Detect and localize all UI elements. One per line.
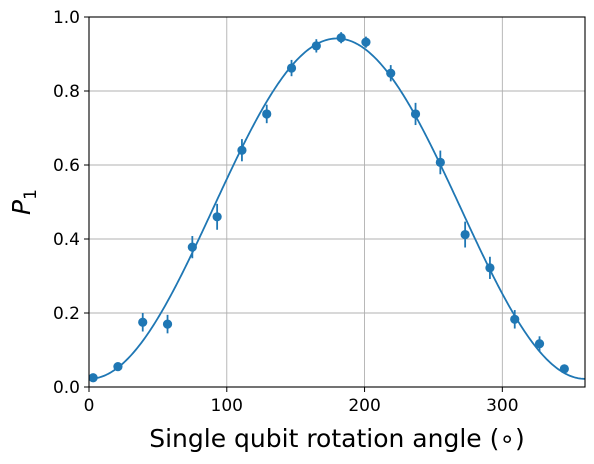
x-tick-label: 100 [211,396,243,416]
data-point [361,37,371,47]
fit-curve [89,37,585,380]
data-point [187,242,197,252]
y-axis-label: P1 [7,189,41,215]
y-axis-label-main: P [7,199,36,215]
data-point [386,68,396,78]
y-tick-label: 0.4 [53,230,80,250]
y-tick-label: 0.8 [53,82,80,102]
fit-curve-layer [89,37,585,380]
data-point [212,212,222,222]
y-tick-label: 0.6 [53,156,80,176]
data-point [460,229,470,240]
data-point [410,109,421,119]
data-point [89,373,98,383]
data-point [584,366,585,371]
x-axis-label: Single qubit rotation angle (∘) [149,424,525,453]
data-point [162,319,173,329]
data-point [336,33,346,43]
data-point [262,109,272,119]
data-point [485,263,495,273]
x-tick-label: 300 [486,396,518,416]
data-point [559,364,569,374]
data-point [286,63,297,73]
data-point [435,157,445,168]
data-points-layer [89,32,585,383]
ticks: 0 100 200 300 0.0 0.2 0.4 0.6 0.8 1.0 [53,8,519,416]
y-tick-label: 0.0 [53,378,80,398]
data-point [138,317,148,327]
data-point [510,314,520,324]
grid [88,16,585,388]
y-tick-label: 1.0 [53,8,80,28]
plot-frame [88,16,586,388]
y-tick-label: 0.2 [53,304,80,324]
data-point [237,145,247,155]
data-point [534,339,545,349]
data-point [311,41,321,51]
x-tick-label: 0 [84,396,95,416]
data-point [113,362,123,372]
x-tick-label: 200 [348,396,380,416]
y-axis-label-sub: 1 [21,189,41,200]
